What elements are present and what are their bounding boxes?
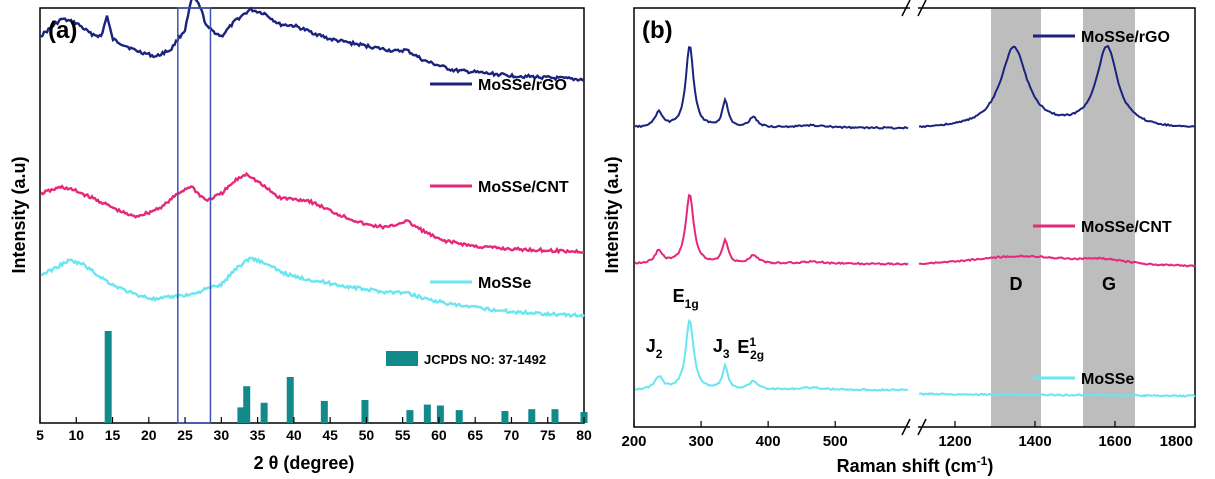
x-tick-label: 25 xyxy=(177,427,193,443)
x-tick-label: 15 xyxy=(105,427,121,443)
peak-label: J3 xyxy=(713,336,730,361)
reference-bar xyxy=(455,410,463,423)
axis-break-mark xyxy=(917,418,927,436)
x-tick-label: 40 xyxy=(286,427,302,443)
legend-label: MoSSe/CNT xyxy=(478,179,569,196)
band-label: G xyxy=(1102,274,1116,294)
x-tick-label: 35 xyxy=(250,427,266,443)
x-tick-label: 400 xyxy=(756,433,781,450)
peak-label: E1g xyxy=(673,286,699,311)
series-line-right xyxy=(918,254,1196,268)
reference-bar xyxy=(104,331,112,423)
reference-bar xyxy=(243,386,251,423)
reference-legend-swatch xyxy=(386,351,418,366)
panel-a-frame xyxy=(39,7,585,424)
reference-legend-label: JCPDS NO: 37-1492 xyxy=(424,352,546,367)
x-tick-label: 10 xyxy=(68,427,84,443)
series-line-left xyxy=(634,46,909,130)
reference-bar xyxy=(320,400,328,423)
series-line-left xyxy=(634,193,909,266)
y-axis-label: Intensity (a.u) xyxy=(602,156,622,273)
axis-break-mark xyxy=(917,0,927,17)
panel-b: D G MoSSe/rGO MoSSe/CNT MoSSe J2 E1g J3 E1 2g 200 3… xyxy=(602,0,1196,476)
x-tick-label: 200 xyxy=(621,433,646,450)
band-label: D xyxy=(1010,274,1023,294)
legend-label: MoSSe xyxy=(1081,371,1134,388)
x-tick-label: 55 xyxy=(395,427,411,443)
x-tick-label: 75 xyxy=(540,427,556,443)
x-tick-label: 1800 xyxy=(1160,433,1193,450)
x-tick-label: 1200 xyxy=(938,433,971,450)
reference-bar xyxy=(237,407,245,423)
axis-break-mark xyxy=(901,0,911,17)
series-line-mosse-cnt xyxy=(40,171,585,255)
x-axis-label: Raman shift (cm-1) xyxy=(837,454,994,476)
x-tick-label: 30 xyxy=(214,427,230,443)
band-d xyxy=(991,8,1041,427)
x-tick-label: 70 xyxy=(504,427,520,443)
highlight-box xyxy=(177,7,212,424)
x-tick-label: 80 xyxy=(576,427,592,443)
series-line-left xyxy=(634,319,909,392)
x-tick-label: 1400 xyxy=(1018,433,1051,450)
legend-label: MoSSe/rGO xyxy=(478,77,567,94)
panel-label: (a) xyxy=(48,17,77,44)
x-tick-label: 5 xyxy=(36,427,44,443)
x-tick-label: 50 xyxy=(359,427,375,443)
legend-label: MoSSe/CNT xyxy=(1081,219,1172,236)
series-line-right xyxy=(918,392,1196,398)
band-g xyxy=(1083,8,1135,427)
peak-label: E1 2g xyxy=(737,335,764,362)
x-tick-label: 20 xyxy=(141,427,157,443)
x-tick-label: 45 xyxy=(322,427,338,443)
reference-bar xyxy=(528,409,536,423)
series-line-right xyxy=(918,44,1196,129)
x-axis-label: 2 θ (degree) xyxy=(254,453,355,473)
reference-bar xyxy=(361,400,369,423)
x-tick-label: 1600 xyxy=(1098,433,1131,450)
reference-bar xyxy=(406,410,414,423)
x-tick-label: 500 xyxy=(823,433,848,450)
peak-label: J2 xyxy=(646,336,663,361)
panel-a: MoSSe/rGO MoSSe/CNT MoSSe JCPDS NO: 37-1492… xyxy=(9,0,592,473)
reference-bar xyxy=(551,409,559,423)
legend-label: MoSSe/rGO xyxy=(1081,29,1170,46)
x-tick-label: 65 xyxy=(467,427,483,443)
panel-label: (b) xyxy=(642,17,673,44)
series-line-mosse xyxy=(40,256,585,319)
reference-bar xyxy=(260,402,268,423)
y-axis-label: Intensity (a.u) xyxy=(9,156,29,273)
reference-bar xyxy=(423,404,431,423)
axis-break-gap xyxy=(910,6,918,429)
reference-bar xyxy=(286,377,294,423)
series-line-mosse-rgo xyxy=(40,0,585,82)
x-tick-label: 300 xyxy=(689,433,714,450)
reference-bar xyxy=(436,405,444,423)
x-tick-label: 60 xyxy=(431,427,447,443)
reference-bar xyxy=(501,411,509,423)
axis-break-mark xyxy=(901,418,911,436)
legend-label: MoSSe xyxy=(478,275,531,292)
